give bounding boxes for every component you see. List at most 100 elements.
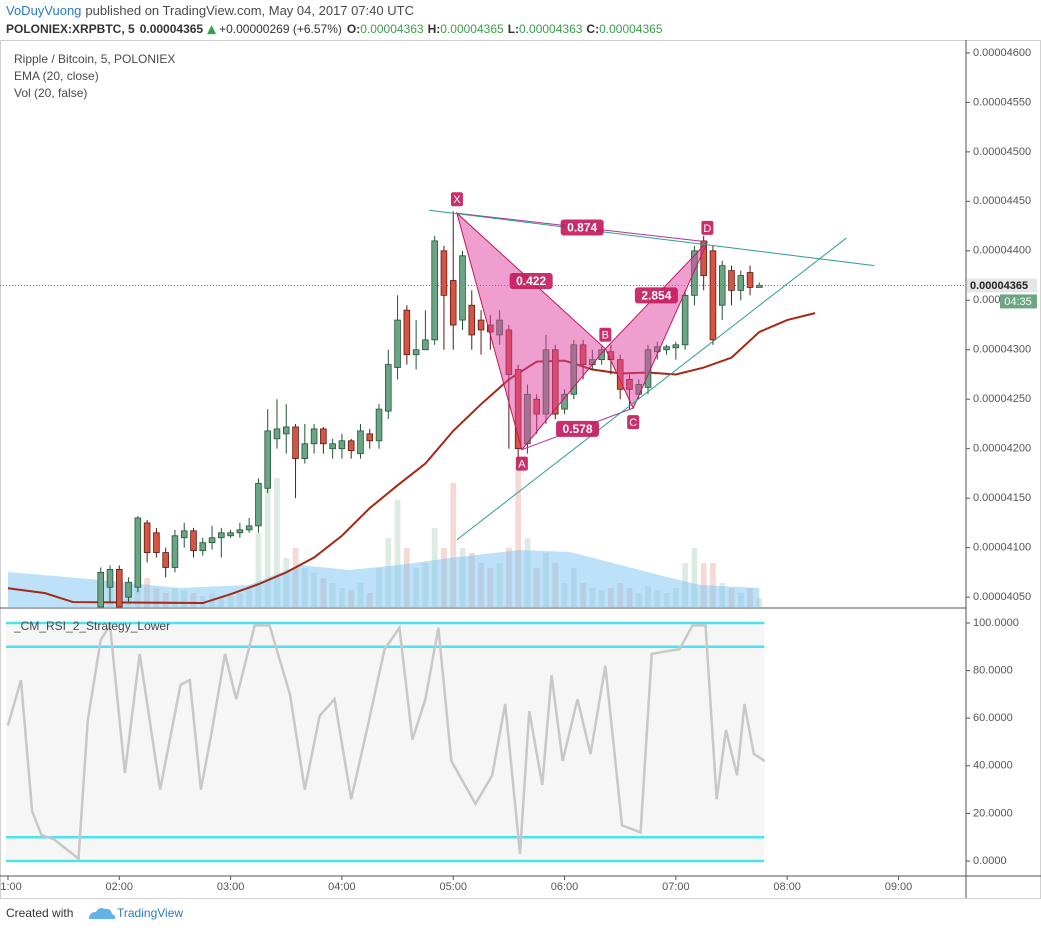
rsi-y-tick-label: 0.0000 [973,855,1007,867]
y-tick-label: 0.00004250 [973,393,1031,405]
candle-body [403,309,411,356]
price: 0.00004365 [140,22,204,36]
c-label: C: [586,22,599,36]
candle-body [366,433,374,442]
countdown-box [1000,294,1037,309]
volume-bar [515,468,522,608]
trendline [456,237,847,541]
last-price-box [967,278,1037,293]
candle-body [440,250,448,296]
x-tick-label: 07:00 [662,881,690,893]
point-label: X [453,194,461,206]
candle-body [357,430,364,455]
candle-body [236,529,244,534]
tradingview-logo [89,908,116,919]
footer-created: Created with [6,906,73,920]
point-box [627,415,640,430]
publish-line: VoDuyVuong published on TradingView.com, … [6,3,414,18]
candle-body [153,532,160,553]
candle-body [681,294,689,346]
candle-body [737,275,745,291]
candle-body [264,430,271,489]
candle-body [347,440,355,452]
h-label: H: [428,22,441,36]
y-tick-label: 0.00004050 [973,591,1031,603]
y-tick-label: 0.00004100 [973,542,1031,554]
close-value: 0.00004365 [599,22,663,36]
candle-body [180,530,188,539]
candle-body [171,535,179,568]
change: +0.00000269 (+6.57%) [219,22,342,36]
rsi-line [6,621,766,862]
volume-bar [450,483,457,608]
candle-body [746,272,754,288]
candle-body [477,319,485,331]
candle-body [199,542,207,552]
ratio-box [556,420,600,437]
candle-body [97,571,105,608]
ratio-label: 0.874 [567,221,597,235]
rsi-background [5,622,765,862]
candle-body [282,426,290,435]
x-tick-label: 03:00 [217,881,245,893]
point-label: C [629,417,637,429]
x-tick-label: 02:00 [106,881,134,893]
candle-body [459,255,466,321]
candle-body [375,408,383,442]
candle-body [709,250,717,341]
candle-body [218,532,225,539]
candle-body [412,349,420,356]
ratio-box [634,287,678,304]
candle-body [190,530,197,552]
x-tick-label: 08:00 [773,881,801,893]
y-tick-label: 0.00004150 [973,492,1031,504]
candle-body [208,537,216,544]
y-tick-label: 0.00004600 [973,47,1031,59]
low-value: 0.00004363 [519,22,583,36]
volume-bar [691,548,698,608]
l-label: L: [508,22,519,36]
point-label: D [703,223,711,235]
ema-legend: EMA (20, close) [14,69,99,83]
candle-body [125,581,132,598]
candle-body [134,517,142,588]
o-label: O: [347,22,360,36]
rsi-y-tick-label: 20.0000 [973,807,1013,819]
chart-title: Ripple / Bitcoin, 5, POLONIEX [14,52,175,66]
publish-info: published on TradingView.com, May 04, 20… [85,3,414,18]
candle-body [143,522,151,553]
rsi-y-tick-label: 60.0000 [973,712,1013,724]
candle-body [468,304,476,336]
volume-bar [255,533,262,608]
candle-body [292,426,299,459]
rsi-y-tick-label: 80.0000 [973,665,1013,677]
x-tick-label: 01:00 [0,881,22,893]
volume-bar [710,563,716,608]
candle-body [320,428,327,445]
footer-brand[interactable]: TradingView [117,906,183,920]
candle-body [422,339,429,351]
chart: 0.00004600 0.00004550 0.00004500 0.00004450… [0,40,1041,899]
candle-body [718,265,726,306]
volume-bar [274,478,280,608]
x-tick-label: 04:00 [328,881,356,893]
price-pane [97,209,875,608]
open-value: 0.00004363 [360,22,424,36]
x-tick-label: 09:00 [885,881,913,893]
candle-body [227,532,234,537]
candle-body [273,428,281,440]
candle-body [301,443,309,459]
volume-legend: Vol (20, false) [14,86,87,100]
author-link[interactable]: VoDuyVuong [6,3,81,18]
volume-bar [394,500,401,608]
candle-body [310,428,318,445]
volume-bar [264,478,271,608]
ratio-box [509,272,553,289]
candle-body [700,240,707,276]
candle-body [162,552,169,568]
rsi-legend: _CM_RSI_2_Strategy_Lower [13,619,170,633]
candle-body [255,482,262,527]
candle-body [672,344,680,349]
candle-body [245,525,253,531]
